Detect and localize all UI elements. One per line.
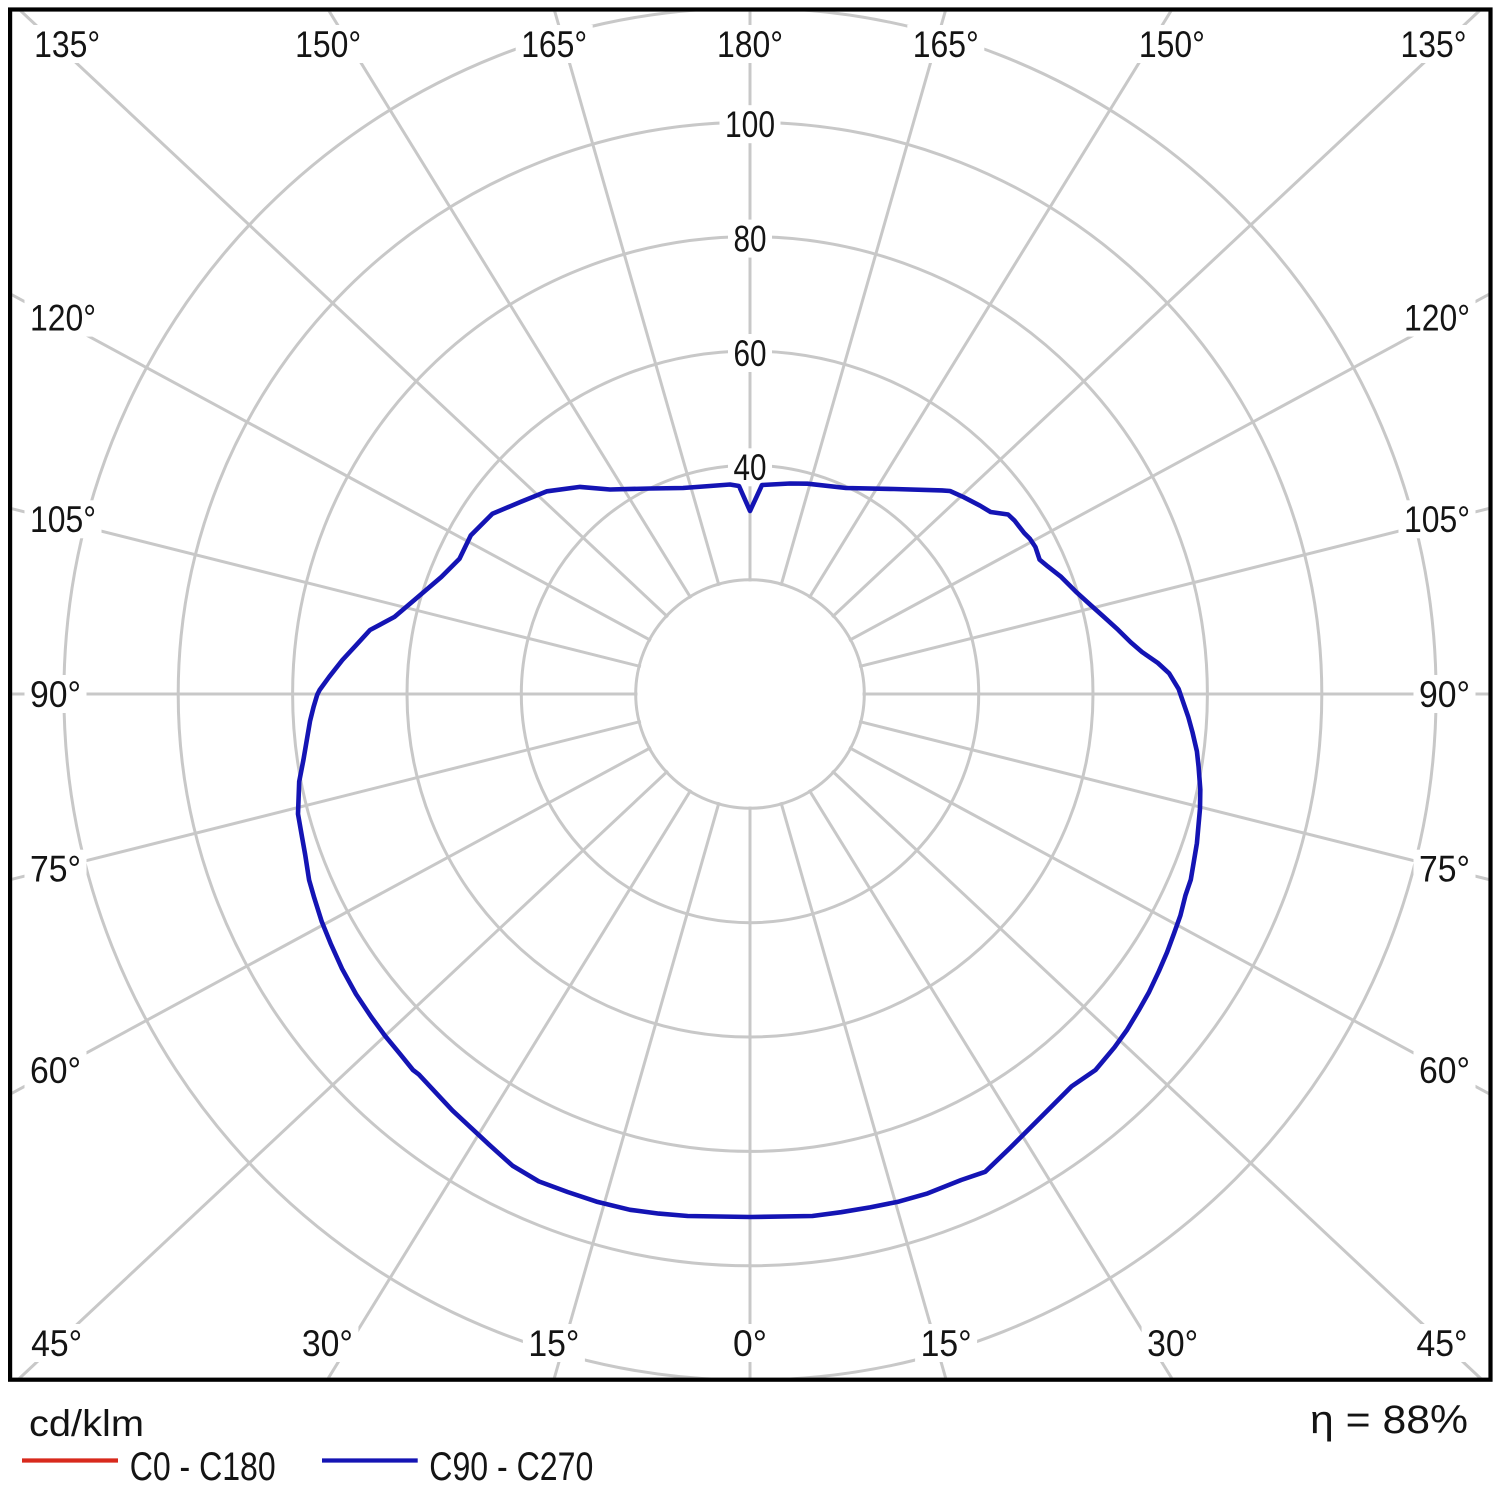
svg-text:165°: 165°	[521, 24, 587, 65]
svg-text:120°: 120°	[30, 297, 96, 338]
svg-text:150°: 150°	[295, 24, 361, 65]
svg-text:90°: 90°	[30, 674, 81, 715]
svg-text:90°: 90°	[1419, 674, 1470, 715]
svg-text:165°: 165°	[913, 24, 979, 65]
svg-text:0°: 0°	[733, 1323, 767, 1364]
svg-text:15°: 15°	[921, 1323, 972, 1364]
svg-text:75°: 75°	[1419, 848, 1470, 889]
svg-text:η = 88%: η = 88%	[1310, 1398, 1468, 1442]
svg-text:150°: 150°	[1139, 24, 1205, 65]
svg-text:C0 - C180: C0 - C180	[130, 1445, 276, 1489]
svg-text:C90 - C270: C90 - C270	[429, 1445, 593, 1489]
svg-text:105°: 105°	[1404, 499, 1470, 540]
svg-text:180°: 180°	[717, 24, 783, 65]
svg-text:120°: 120°	[1404, 297, 1470, 338]
svg-text:60°: 60°	[30, 1050, 81, 1091]
svg-text:30°: 30°	[302, 1323, 353, 1364]
svg-text:135°: 135°	[1401, 24, 1467, 65]
svg-text:45°: 45°	[31, 1323, 82, 1364]
svg-text:60°: 60°	[1419, 1050, 1470, 1091]
svg-text:cd/klm: cd/klm	[29, 1403, 144, 1444]
svg-text:105°: 105°	[30, 499, 96, 540]
svg-text:75°: 75°	[30, 848, 81, 889]
svg-text:45°: 45°	[1417, 1323, 1468, 1364]
svg-text:135°: 135°	[34, 24, 100, 65]
svg-text:60: 60	[734, 333, 767, 374]
svg-text:30°: 30°	[1147, 1323, 1198, 1364]
svg-text:40: 40	[734, 447, 767, 488]
svg-text:80: 80	[734, 218, 767, 259]
svg-text:100: 100	[725, 104, 775, 145]
svg-text:15°: 15°	[528, 1323, 579, 1364]
